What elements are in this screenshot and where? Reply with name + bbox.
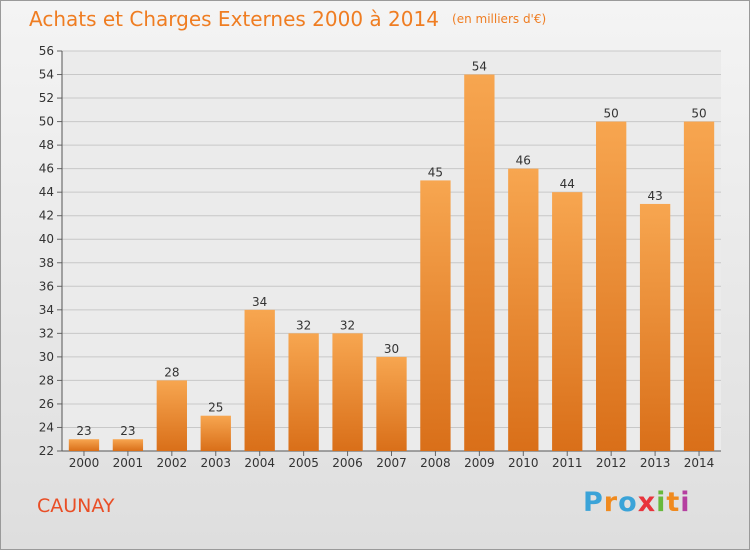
x-tick-label: 2011 — [552, 456, 583, 470]
bar-2009 — [464, 74, 495, 451]
x-tick-label: 2008 — [420, 456, 451, 470]
bar-2002 — [156, 380, 187, 451]
bar-2004 — [244, 309, 275, 451]
bar-2008 — [420, 180, 451, 452]
bar-2006 — [332, 333, 363, 451]
data-label: 54 — [472, 60, 487, 74]
y-tick-label: 28 — [39, 373, 54, 387]
bar-2011 — [552, 192, 583, 452]
x-tick-label: 2013 — [640, 456, 671, 470]
y-tick-label: 22 — [39, 444, 54, 458]
x-tick-label: 2006 — [332, 456, 363, 470]
title-row: Achats et Charges Externes 2000 à 2014 (… — [29, 7, 546, 31]
y-tick-label: 36 — [39, 279, 54, 293]
x-tick-label: 2000 — [69, 456, 100, 470]
data-label: 44 — [560, 177, 575, 191]
data-label: 34 — [252, 295, 267, 309]
data-label: 46 — [516, 154, 531, 168]
bar-2014 — [683, 121, 715, 452]
bar-2012 — [596, 121, 627, 452]
x-tick-label: 2002 — [157, 456, 188, 470]
data-label: 43 — [647, 189, 662, 203]
x-tick-label: 2010 — [508, 456, 539, 470]
y-tick-label: 50 — [39, 115, 54, 129]
data-label: 25 — [208, 401, 223, 415]
chart-unit: (en milliers d'€) — [452, 12, 547, 26]
x-tick-label: 2014 — [684, 456, 715, 470]
x-tick-label: 2007 — [376, 456, 407, 470]
bar-2001 — [112, 439, 144, 451]
y-tick-label: 30 — [39, 350, 54, 364]
data-label: 32 — [340, 318, 355, 332]
data-label: 30 — [384, 342, 399, 356]
bar-2007 — [376, 356, 407, 451]
y-tick-label: 40 — [39, 232, 54, 246]
y-tick-label: 46 — [39, 162, 54, 176]
y-tick-label: 54 — [39, 68, 54, 82]
y-tick-label: 24 — [39, 420, 54, 434]
x-tick-label: 2001 — [113, 456, 144, 470]
data-label: 32 — [296, 318, 311, 332]
data-label: 28 — [164, 365, 179, 379]
y-tick-label: 56 — [39, 44, 54, 58]
y-tick-label: 44 — [39, 185, 54, 199]
bar-2010 — [508, 168, 539, 451]
y-tick-label: 42 — [39, 209, 54, 223]
x-tick-label: 2012 — [596, 456, 627, 470]
chart-title: Achats et Charges Externes 2000 à 2014 — [29, 7, 439, 31]
y-tick-label: 32 — [39, 326, 54, 340]
place-name: CAUNAY — [37, 495, 115, 517]
bar-2013 — [639, 203, 671, 451]
y-tick-label: 48 — [39, 138, 54, 152]
x-tick-label: 2004 — [244, 456, 275, 470]
bar-2003 — [200, 415, 231, 451]
y-tick-label: 26 — [39, 397, 54, 411]
data-label: 50 — [691, 107, 706, 121]
proxiti-logo: Proxiti — [583, 487, 691, 518]
y-tick-label: 34 — [39, 303, 54, 317]
y-tick-label: 38 — [39, 256, 54, 270]
data-label: 23 — [120, 424, 135, 438]
x-tick-label: 2009 — [464, 456, 495, 470]
bar-2005 — [288, 333, 319, 451]
bar-2000 — [68, 439, 100, 451]
data-label: 45 — [428, 165, 443, 179]
data-label: 23 — [76, 424, 91, 438]
x-tick-label: 2005 — [288, 456, 319, 470]
data-label: 50 — [604, 107, 619, 121]
y-tick-label: 52 — [39, 91, 54, 105]
x-tick-label: 2003 — [200, 456, 231, 470]
